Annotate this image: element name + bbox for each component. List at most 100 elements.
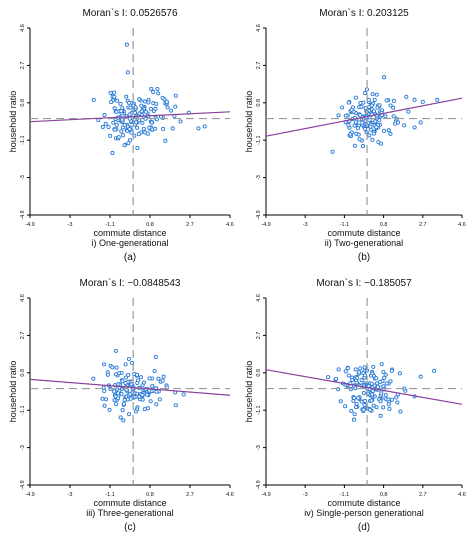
panel-single-person-generational: Moran`s I: −0.185057-4.9 -3 -1.1 0.8 2.7 4.64… [244,277,466,533]
data-point [346,367,349,370]
data-point [111,151,114,154]
x-tick-label: -3 [303,492,308,498]
data-point [162,375,165,378]
data-point [164,139,167,142]
panel-caption: iii) Three-generational [86,508,173,518]
data-point [370,399,373,402]
data-point [114,403,117,406]
data-point [382,406,385,409]
data-point [120,109,123,112]
data-point [385,99,388,102]
x-tick-label: 4.6 [458,492,466,498]
panel-two-generational: Moran`s I: 0.203125-4.9 -3 -1.1 0.8 2.7 4.64.… [244,7,466,263]
data-point [117,383,120,386]
x-tick-label: -4.9 [25,492,34,498]
data-point [121,134,124,137]
data-point [421,100,424,103]
data-point [144,110,147,113]
data-point [373,98,376,101]
x-tick-label: 2.7 [186,222,194,228]
data-point [157,377,160,380]
data-point [380,363,383,366]
data-point [352,418,355,421]
data-point [124,376,127,379]
data-point [382,385,385,388]
data-point [114,349,117,352]
data-point [399,410,402,413]
data-point [137,132,140,135]
data-point [355,381,358,384]
data-point [365,88,368,91]
data-point [148,377,151,380]
data-point [353,413,356,416]
data-point [331,150,334,153]
x-tick-label: 4.6 [226,492,234,498]
data-point [361,121,364,124]
data-point [147,101,150,104]
data-point [368,408,371,411]
panel-caption: i) One-generational [91,238,168,248]
data-point [350,409,353,412]
data-point [174,404,177,407]
data-point [362,408,365,411]
data-point [384,373,387,376]
data-point [363,374,366,377]
data-point [385,382,388,385]
data-point [351,378,354,381]
y-tick-label: 2.7 [256,332,262,340]
data-point [369,125,372,128]
x-axis-title: commute distance [93,228,166,238]
data-point [363,91,366,94]
data-point [174,94,177,97]
data-point [436,98,439,101]
data-point [179,120,182,123]
data-point [357,397,360,400]
data-point [116,397,119,400]
data-point [152,90,155,93]
data-point [165,100,168,103]
y-tick-label: -3 [256,445,262,450]
data-point [135,373,138,376]
data-point [354,406,357,409]
data-point [371,93,374,96]
data-point [375,377,378,380]
data-point [390,369,393,372]
data-point [92,377,95,380]
y-tick-label: 4.6 [256,24,262,32]
y-tick-label: 4.6 [20,24,26,32]
data-point [103,389,106,392]
data-point [372,404,375,407]
x-tick-label: 2.7 [419,222,427,228]
data-point [117,136,120,139]
y-axis-title: household ratio [244,91,254,153]
y-tick-label: 4.6 [256,294,262,302]
data-point [358,371,361,374]
data-point [398,372,401,375]
data-point [371,390,374,393]
data-point [376,382,379,385]
data-point [377,141,380,144]
data-point [396,401,399,404]
data-point [104,398,107,401]
data-point [375,93,378,96]
data-point [115,110,118,113]
data-point [120,130,123,133]
y-tick-label: -4.9 [256,480,262,489]
data-point [388,407,391,410]
data-point [113,95,116,98]
data-point [146,393,149,396]
data-point [156,87,159,90]
data-point [387,398,390,401]
data-point [104,122,107,125]
data-point [158,398,161,401]
panel-letter: (b) [358,252,370,263]
chart-title: Moran`s I: −0.0848543 [80,277,181,289]
chart-title: Moran`s I: 0.0526576 [82,7,177,19]
data-point [360,400,363,403]
data-point [101,397,104,400]
data-point [128,101,131,104]
data-point [101,125,104,128]
data-point [380,392,383,395]
data-point [110,100,113,103]
x-tick-label: 4.6 [458,222,466,228]
